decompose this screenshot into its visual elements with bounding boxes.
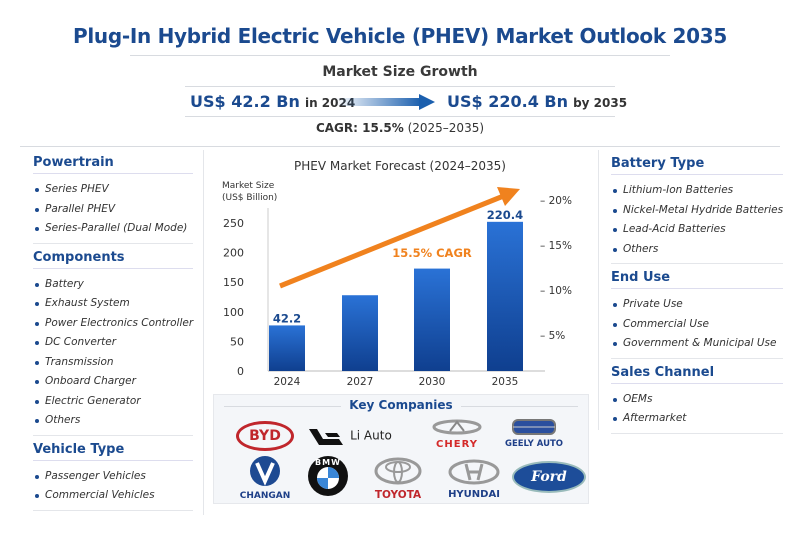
y-tick-label: 50 bbox=[230, 335, 244, 348]
list-item: Commercial Vehicles bbox=[33, 486, 193, 506]
list-item: Lead-Acid Batteries bbox=[611, 220, 783, 240]
divider bbox=[130, 55, 670, 56]
list-item: Nickel-Metal Hydride Batteries bbox=[611, 201, 783, 221]
divider bbox=[20, 146, 780, 147]
growth-heading: Market Size Growth bbox=[322, 64, 478, 80]
li-auto-logo: Li Auto bbox=[309, 425, 419, 445]
section-list: Lithium-Ion Batteries Nickel-Metal Hydrid… bbox=[611, 181, 783, 264]
y2-tick-label: – 10% bbox=[540, 285, 572, 297]
bar-2024 bbox=[269, 325, 305, 371]
cagr-label: CAGR: 15.5% bbox=[315, 121, 404, 135]
list-item: Onboard Charger bbox=[33, 372, 193, 392]
bar-2035 bbox=[487, 221, 523, 371]
list-item: Others bbox=[33, 411, 193, 431]
cagr-period: (2025–2035) bbox=[407, 121, 485, 135]
changan-logo: CHANGAN bbox=[234, 455, 296, 501]
page-title: Plug-In Hybrid Electric Vehicle (PHEV) M… bbox=[73, 24, 727, 48]
divider bbox=[185, 116, 615, 117]
y-axis-label-line1: Market Size bbox=[222, 181, 275, 191]
data-label: 42.2 bbox=[273, 311, 301, 325]
y-tick-label: 250 bbox=[223, 217, 244, 230]
section-heading: Vehicle Type bbox=[33, 442, 193, 461]
geely-auto-logo: GEELY AUTO bbox=[496, 419, 572, 455]
key-companies-title: Key Companies bbox=[214, 398, 588, 412]
bar-2027 bbox=[342, 295, 378, 371]
y-axis-label-line2: (US$ Billion) bbox=[222, 193, 277, 203]
y2-tick-label: – 5% bbox=[540, 330, 565, 342]
y-tick-label: 0 bbox=[237, 365, 244, 378]
y2-tick-label: – 15% bbox=[540, 240, 572, 252]
section-list: Private Use Commercial Use Government & Mu… bbox=[611, 295, 783, 359]
list-item: Private Use bbox=[611, 295, 783, 315]
divider bbox=[185, 86, 615, 87]
section-heading: End Use bbox=[611, 270, 783, 289]
market-forecast-chart: PHEV Market Forecast (2024–2035) Market … bbox=[222, 159, 572, 388]
divider bbox=[203, 150, 204, 515]
chart-title: PHEV Market Forecast (2024–2035) bbox=[294, 159, 506, 173]
list-item: Commercial Use bbox=[611, 315, 783, 335]
y-tick-label: 200 bbox=[223, 247, 244, 260]
list-item: Passenger Vehicles bbox=[33, 467, 193, 487]
x-tick-label: 2024 bbox=[274, 376, 301, 388]
list-item: OEMs bbox=[611, 390, 783, 410]
to-suffix: by 2035 bbox=[573, 96, 628, 110]
growth-to: US$ 220.4 Bn by 2035 bbox=[447, 92, 627, 111]
toyota-logo: TOYOTA bbox=[362, 457, 434, 501]
section-heading: Powertrain bbox=[33, 155, 193, 174]
list-item: Aftermarket bbox=[611, 409, 783, 429]
divider bbox=[598, 150, 599, 430]
list-item: Government & Municipal Use bbox=[611, 334, 783, 354]
growth-arrow-icon bbox=[335, 94, 435, 110]
list-item: Lithium-Ion Batteries bbox=[611, 181, 783, 201]
section-list: Passenger Vehicles Commercial Vehicles bbox=[33, 467, 193, 511]
section-list: Series PHEV Parallel PHEV Series-Parallel … bbox=[33, 180, 193, 244]
left-panel: Powertrain Series PHEV Parallel PHEV Series… bbox=[33, 155, 193, 517]
y-tick-label: 150 bbox=[223, 276, 244, 289]
list-item: Parallel PHEV bbox=[33, 200, 193, 220]
list-item: Battery bbox=[33, 275, 193, 295]
y-tick-label: 100 bbox=[223, 306, 244, 319]
cagr-text: CAGR: 15.5% (2025–2035) bbox=[0, 121, 800, 135]
bar-2030 bbox=[414, 268, 450, 371]
growth-from: US$ 42.2 Bn in 2024 bbox=[190, 92, 355, 111]
chery-logo: CHERY bbox=[426, 419, 488, 455]
list-item: Electric Generator bbox=[33, 392, 193, 412]
byd-logo: BYD bbox=[236, 421, 294, 451]
section-heading: Sales Channel bbox=[611, 365, 783, 384]
section-heading: Components bbox=[33, 250, 193, 269]
to-value: US$ 220.4 Bn bbox=[447, 92, 568, 111]
hyundai-logo: HYUNDAI bbox=[436, 459, 512, 501]
section-heading: Battery Type bbox=[611, 156, 783, 175]
x-tick-label: 2035 bbox=[492, 376, 519, 388]
bmw-logo-text: BMW bbox=[315, 458, 341, 467]
list-item: Exhaust System bbox=[33, 294, 193, 314]
y2-tick-label: – 20% bbox=[540, 195, 572, 207]
ford-logo: Ford bbox=[512, 461, 586, 493]
data-label: 220.4 bbox=[487, 208, 523, 222]
cagr-arrow-shaft bbox=[279, 192, 507, 289]
list-item: Power Electronics Controller bbox=[33, 314, 193, 334]
from-value: US$ 42.2 Bn bbox=[190, 92, 300, 111]
section-list: OEMs Aftermarket bbox=[611, 390, 783, 434]
list-item: Series-Parallel (Dual Mode) bbox=[33, 219, 193, 239]
x-tick-label: 2030 bbox=[419, 376, 446, 388]
list-item: Transmission bbox=[33, 353, 193, 373]
cagr-annotation: 15.5% CAGR bbox=[392, 246, 472, 260]
list-item: Series PHEV bbox=[33, 180, 193, 200]
key-companies-panel: Key Companies BYD Li Auto CHERY GEELY AU… bbox=[213, 394, 589, 504]
x-tick-label: 2027 bbox=[347, 376, 374, 388]
list-item: Others bbox=[611, 240, 783, 260]
right-panel: Battery Type Lithium-Ion Batteries Nickel-… bbox=[611, 156, 783, 440]
cagr-arrow-icon bbox=[497, 187, 520, 206]
section-list: Battery Exhaust System Power Electronics C… bbox=[33, 275, 193, 436]
list-item: DC Converter bbox=[33, 333, 193, 353]
bmw-logo: BMW bbox=[306, 455, 350, 499]
